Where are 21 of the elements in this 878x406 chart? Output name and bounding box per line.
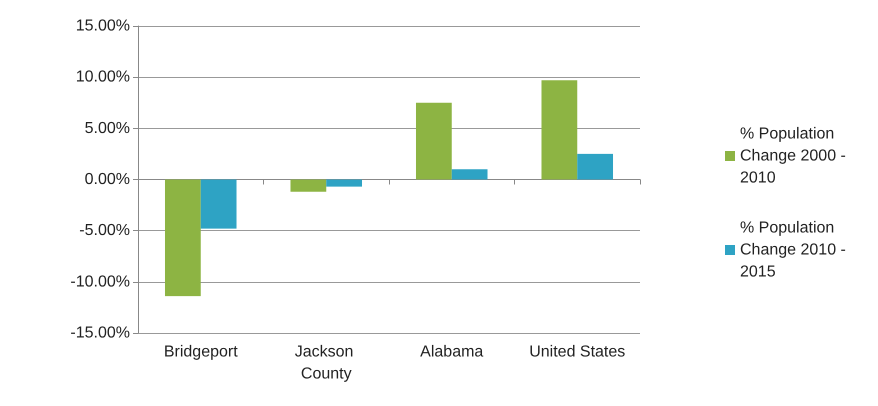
y-tick-label: 5.00% [84, 120, 130, 137]
bar [326, 180, 362, 187]
bar [200, 180, 237, 229]
bar [290, 180, 326, 192]
y-tick-label: 15.00% [76, 18, 130, 34]
x-tick-label: Jackson County [294, 344, 358, 382]
y-tick-label: 0.00% [84, 171, 130, 188]
legend-label: % Population Change 2010 - 2015 [740, 220, 850, 280]
bar [164, 180, 201, 296]
x-tick-label: United States [529, 344, 626, 360]
y-tick-label: 10.00% [76, 68, 130, 86]
bar [577, 154, 614, 180]
y-tick-label: -5.00% [79, 222, 130, 240]
legend-label: % Population Change 2000 - 2010 [740, 126, 850, 186]
y-tick-label: -10.00% [70, 273, 130, 290]
y-tick-label: -15.00% [70, 324, 130, 342]
bar [541, 80, 578, 180]
bar [452, 169, 488, 180]
bar [416, 102, 452, 180]
x-tick-label: Bridgeport [164, 344, 238, 360]
x-tick-label: Alabama [420, 344, 484, 360]
